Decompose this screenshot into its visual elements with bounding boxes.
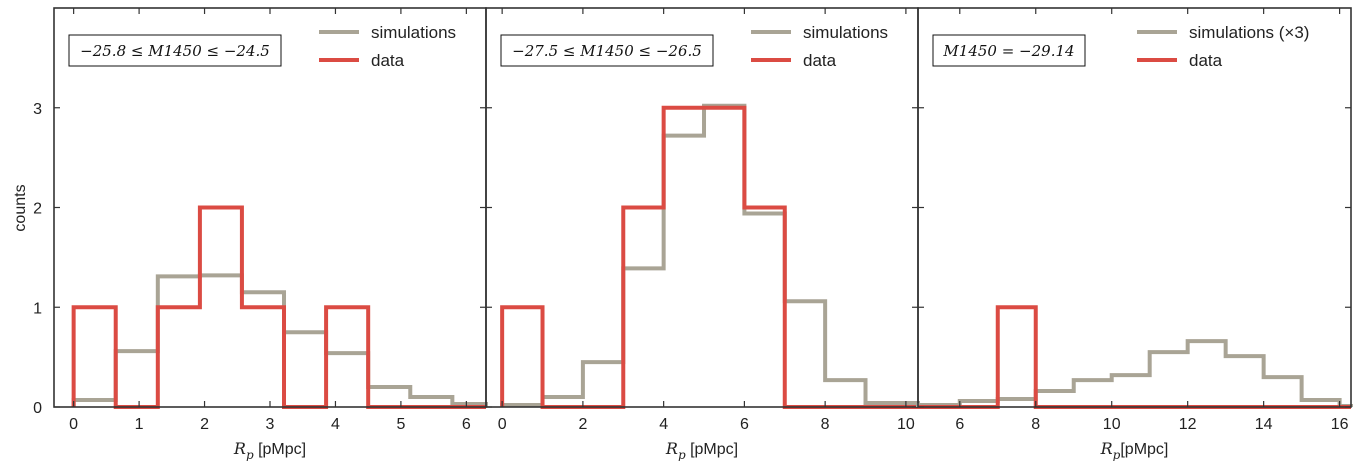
series-line-simulations <box>916 339 1353 409</box>
x-tick-label: 10 <box>897 416 915 433</box>
x-tick-label: 3 <box>266 416 275 433</box>
y-tick-label: 1 <box>33 300 42 317</box>
x-tick-label: 4 <box>659 416 668 433</box>
x-tick-label: 14 <box>1255 416 1273 433</box>
x-tick-label: 8 <box>821 416 830 433</box>
range-annotation-box <box>68 34 282 67</box>
x-tick-label: 4 <box>331 416 340 433</box>
x-tick-label: 5 <box>396 416 405 433</box>
x-axis-label-unit: [pMpc] <box>1120 441 1168 458</box>
x-tick-label: 6 <box>740 416 749 433</box>
x-tick-label: 1 <box>135 416 144 433</box>
range-annotation-box <box>932 34 1086 67</box>
x-axis-label-var: R <box>233 439 246 458</box>
range-annotation: −27.5 ≤ M1450 ≤ −26.5 <box>512 42 702 60</box>
x-tick-label: 10 <box>1103 416 1121 433</box>
plot-frame <box>485 7 919 408</box>
x-tick-label: 2 <box>200 416 209 433</box>
legend-label-simulations: simulations (×3) <box>1189 23 1309 42</box>
y-tick-label: 0 <box>33 400 42 417</box>
x-axis-label-sub: p <box>678 448 686 461</box>
y-tick-label: 2 <box>33 201 42 218</box>
x-tick-label: 8 <box>1031 416 1040 433</box>
panel-2: 0 2 4 6 8 10 Rp [pMpc] −27.5 ≤ M1450 ≤ −26.5 sim… <box>485 7 920 461</box>
series-line-data <box>500 105 918 409</box>
x-axis-label-var: R <box>665 439 678 458</box>
series-line-data <box>71 205 486 409</box>
range-annotation: M1450 = −29.14 <box>942 42 1074 60</box>
x-tick-label: 12 <box>1179 416 1197 433</box>
x-axis-label: Rp [pMpc] <box>233 439 306 461</box>
x-tick-label: 6 <box>955 416 964 433</box>
y-tick-label: 3 <box>33 101 42 118</box>
x-tick-label: 6 <box>462 416 471 433</box>
x-axis-label: Rp [pMpc] <box>665 439 738 461</box>
series-line-data <box>918 305 1351 409</box>
series-line-simulations <box>71 273 488 407</box>
legend-label-simulations: simulations <box>803 23 888 42</box>
legend-label-data: data <box>371 51 405 70</box>
x-axis-label-var: R <box>1100 439 1113 458</box>
plot-frame <box>53 7 487 408</box>
x-axis-label-sub: p <box>246 448 254 461</box>
panel-1: 0 1 2 3 4 5 6 0 1 2 3 Rp [pMpc] −25.8 ≤ M1450 ≤ −24.… <box>33 7 488 461</box>
panel-3: 6 8 10 12 14 16 Rp[pMpc] M1450 = −29.14 simulati… <box>916 7 1353 461</box>
range-annotation: −25.8 ≤ M1450 ≤ −24.5 <box>80 42 270 60</box>
x-tick-label: 16 <box>1331 416 1349 433</box>
x-axis-label: Rp[pMpc] <box>1100 439 1169 461</box>
legend-label-data: data <box>1189 51 1223 70</box>
x-tick-label: 2 <box>578 416 587 433</box>
y-axis-label: counts <box>12 184 29 231</box>
x-tick-label: 0 <box>69 416 78 433</box>
x-axis-label-unit: [pMpc] <box>686 441 738 458</box>
series-line-simulations <box>500 103 920 408</box>
range-annotation-box <box>500 34 714 67</box>
legend-label-simulations: simulations <box>371 23 456 42</box>
plot-frame <box>917 7 1352 408</box>
x-axis-label-sub: p <box>1113 448 1121 461</box>
x-axis-label-unit: [pMpc] <box>254 441 306 458</box>
x-tick-label: 0 <box>498 416 507 433</box>
legend-label-data: data <box>803 51 837 70</box>
